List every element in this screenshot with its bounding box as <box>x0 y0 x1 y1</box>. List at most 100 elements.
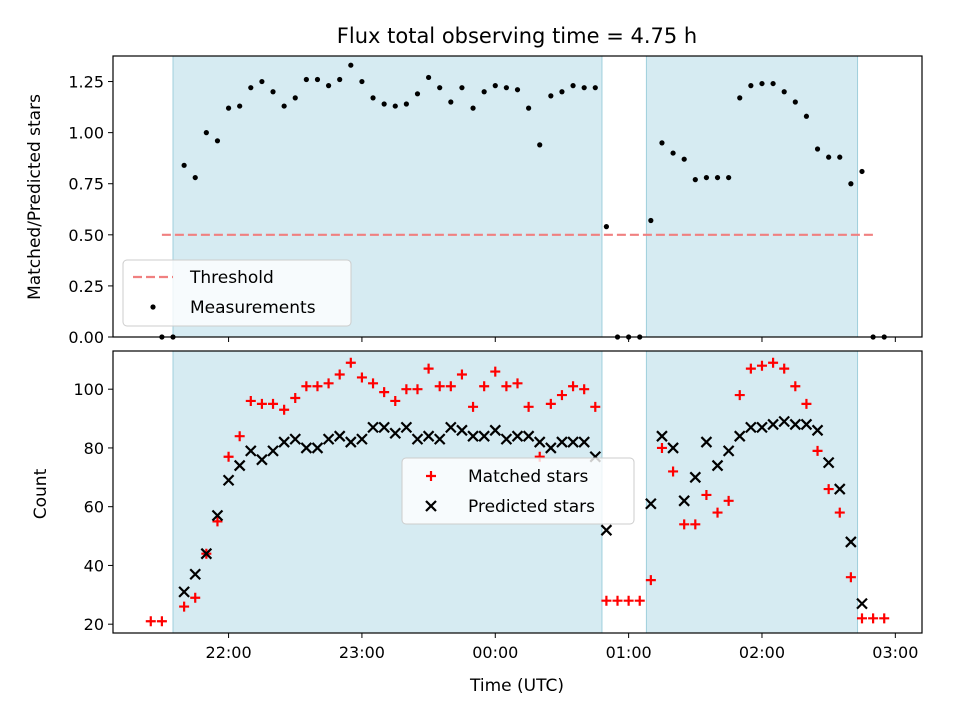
measurement-point <box>414 91 421 97</box>
top-y-tick-label: 1.25 <box>68 73 104 92</box>
measurement-point <box>259 78 265 85</box>
matched-stars-point <box>790 381 801 392</box>
measurement-point <box>481 89 487 95</box>
predicted-stars-point <box>711 459 724 472</box>
matched-stars-point <box>601 595 612 606</box>
matched-stars-point <box>312 381 323 392</box>
predicted-stars-point <box>800 418 813 431</box>
predicted-stars-point <box>567 436 579 448</box>
measurement-point <box>770 80 776 87</box>
matched-stars-point <box>423 363 434 374</box>
predicted-stars-point <box>556 436 568 448</box>
bottom-legend: Matched stars Predicted stars <box>401 457 635 525</box>
matched-stars-point <box>456 369 467 380</box>
predicted-stars-point <box>378 421 390 434</box>
predicted-stars-point <box>789 418 802 431</box>
predicted-stars-point <box>322 433 335 445</box>
measurement-point <box>681 156 687 162</box>
predicted-stars-point <box>600 524 613 536</box>
predicted-stars-point <box>778 415 790 428</box>
predicted-stars-point <box>411 433 424 445</box>
x-axis-label: Time (UTC) <box>469 676 564 696</box>
predicted-stars-point <box>533 436 546 448</box>
predicted-stars-point <box>178 586 190 598</box>
measurement-point <box>370 95 376 101</box>
matched-stars-point <box>568 381 579 392</box>
predicted-stars-point <box>856 597 868 610</box>
predicted-stars-point <box>356 433 368 445</box>
measurement-point <box>592 85 598 91</box>
measurement-point <box>437 85 443 91</box>
predicted-stars-point <box>733 430 746 442</box>
matched-stars-point <box>523 401 534 412</box>
measurement-point <box>737 95 743 101</box>
measurement-point <box>581 85 587 91</box>
predicted-stars-point <box>245 445 257 457</box>
matched-stars-point <box>701 489 712 500</box>
matched-stars-point <box>356 372 367 383</box>
measurement-point <box>281 103 287 109</box>
measurement-point <box>492 83 498 89</box>
measurement-point <box>337 76 343 83</box>
matched-stars-point <box>412 384 423 395</box>
predicted-stars-point <box>845 536 857 548</box>
matched-stars-point <box>379 387 390 398</box>
matched-stars-point <box>390 395 401 406</box>
measurement-point <box>692 177 698 183</box>
top-axes-frame <box>112 55 923 338</box>
predicted-stars-point <box>645 497 657 510</box>
bottom-axes-frame <box>112 350 923 634</box>
measurement-point <box>348 62 354 68</box>
matched-stars-point <box>645 575 656 586</box>
predicted-stars-point <box>456 424 468 437</box>
top-y-tick-label: 0.25 <box>68 277 104 296</box>
top-observing-window <box>645 55 859 338</box>
measurement-point <box>503 85 509 91</box>
predicted-stars-point <box>211 509 224 522</box>
matched-stars-point <box>801 398 812 409</box>
measurement-point <box>214 138 221 144</box>
matched-stars-point <box>812 445 823 456</box>
predicted-stars-point <box>522 430 535 442</box>
matched-stars-point <box>179 601 190 612</box>
legend-measurements-swatch <box>150 304 156 310</box>
top-legend: Threshold Measurements <box>122 259 352 327</box>
measurement-point <box>670 150 676 156</box>
matched-stars-point <box>756 360 767 371</box>
predicted-stars-point <box>500 433 513 445</box>
matched-stars-point <box>212 516 223 527</box>
matched-stars-point <box>734 390 745 401</box>
matched-stars-point <box>268 398 279 409</box>
predicted-stars-point <box>233 459 246 472</box>
predicted-stars-point <box>822 456 835 469</box>
measurement-point <box>703 174 710 181</box>
matched-stars-point <box>623 595 634 606</box>
matched-stars-point <box>434 381 445 392</box>
predicted-stars-point <box>289 433 302 445</box>
measurement-point <box>714 174 721 181</box>
predicted-stars-point <box>389 427 402 440</box>
predicted-stars-point <box>489 424 502 437</box>
measurement-point <box>837 154 843 160</box>
measurement-point <box>570 83 576 89</box>
predicted-stars-point <box>256 453 268 466</box>
predicted-stars-point <box>278 436 290 448</box>
measurement-point <box>248 85 254 91</box>
measurement-point <box>603 224 610 230</box>
matched-stars-point <box>679 519 690 530</box>
matched-stars-point <box>690 519 701 530</box>
measurement-point <box>192 174 198 181</box>
matched-stars-point <box>156 616 167 627</box>
matched-stars-point <box>512 378 523 389</box>
matched-stars-point <box>145 616 156 627</box>
measurement-point <box>759 80 765 87</box>
measurement-point <box>537 142 543 148</box>
measurement-point <box>726 174 732 181</box>
top-y-tick-label: 0.75 <box>68 175 104 194</box>
chart-title: Flux total observing time = 4.75 h <box>337 24 697 48</box>
measurement-point <box>325 83 332 89</box>
matched-stars-point <box>190 592 201 603</box>
measurement-point <box>803 113 810 119</box>
measurement-point <box>237 103 243 109</box>
measurement-point <box>826 154 832 160</box>
